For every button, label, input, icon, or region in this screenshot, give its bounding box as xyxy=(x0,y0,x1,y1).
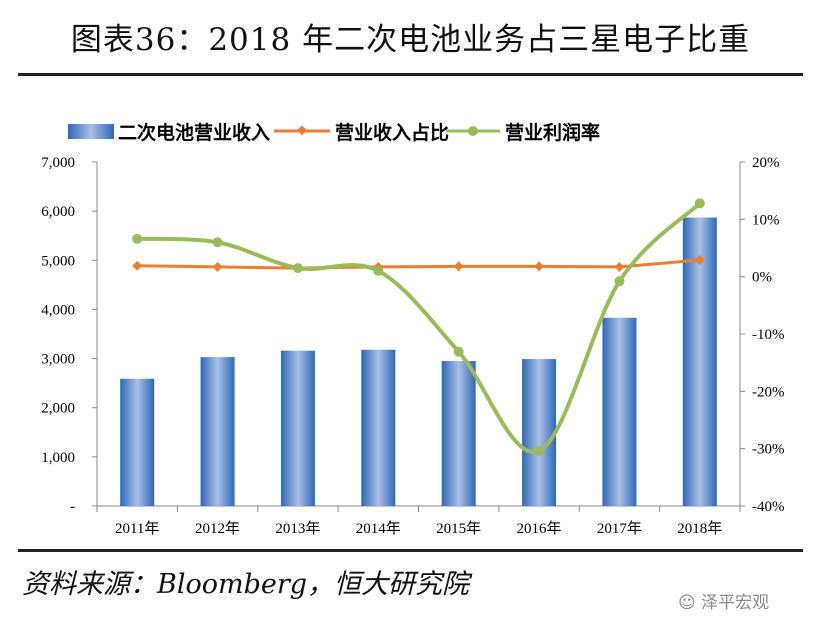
left-tick-label: 6,000 xyxy=(41,204,75,220)
left-tick-label: 5,000 xyxy=(41,253,75,269)
point-2013年 xyxy=(292,263,303,274)
legend-label-margin: 营业利润率 xyxy=(505,121,600,144)
bar-2016年 xyxy=(522,359,557,506)
right-tick-label: -20% xyxy=(752,384,785,400)
bar-2011年 xyxy=(120,378,155,506)
x-tick-label: 2017年 xyxy=(597,520,642,537)
legend-marker-share xyxy=(297,125,307,136)
left-tick-label: 2,000 xyxy=(41,401,75,417)
right-tick-label: -30% xyxy=(752,442,785,458)
x-tick-label: 2013年 xyxy=(275,520,320,537)
point-2018年 xyxy=(694,255,705,265)
right-tick-label: -40% xyxy=(752,499,785,515)
x-tick-label: 2016年 xyxy=(517,520,562,537)
point-2016年 xyxy=(534,261,545,272)
right-tick-label: 20% xyxy=(752,155,780,171)
x-tick-label: 2012年 xyxy=(195,520,240,537)
chart-title: 图表36：2018 年二次电池业务占三星电子比重 xyxy=(70,22,751,58)
legend-label-revenue: 二次电池营业收入 xyxy=(118,121,270,144)
left-tick-label: 1,000 xyxy=(41,450,75,466)
wechat-icon: ☺ xyxy=(678,593,702,613)
legend-swatch-bar xyxy=(68,124,114,139)
x-tick-label: 2014年 xyxy=(356,520,401,537)
point-2011年 xyxy=(132,233,143,244)
right-tick-label: 10% xyxy=(752,212,780,228)
right-tick-label: -10% xyxy=(752,327,785,343)
watermark-text: 泽平宏观 xyxy=(701,593,770,613)
point-2017年 xyxy=(614,276,625,287)
bar-2012年 xyxy=(200,357,235,506)
left-tick-label: 3,000 xyxy=(41,352,75,368)
right-tick-label: 0% xyxy=(752,270,772,286)
x-tick-label: 2011年 xyxy=(115,520,159,537)
legend-label-share: 营业收入占比 xyxy=(335,121,449,144)
point-2015年 xyxy=(453,346,464,357)
x-tick-label: 2015年 xyxy=(436,520,481,537)
bar-2018年 xyxy=(682,217,717,506)
source-note: 资料来源：Bloomberg，恒大研究院 xyxy=(22,569,470,600)
watermark: ☺ 泽平宏观 xyxy=(678,588,769,613)
bar-2013年 xyxy=(280,350,315,506)
legend-marker-margin xyxy=(468,126,478,136)
line-series-1 xyxy=(137,258,700,270)
point-2018年 xyxy=(694,198,705,209)
bar-2015年 xyxy=(441,361,476,506)
point-2015年 xyxy=(453,261,464,272)
left-tick-label: 4,000 xyxy=(41,302,75,318)
point-2012年 xyxy=(212,261,223,272)
bar-2014年 xyxy=(361,349,396,506)
bar-2017年 xyxy=(602,317,637,506)
left-tick-label: 7,000 xyxy=(41,155,75,171)
bottom-rule xyxy=(18,549,803,552)
left-tick-label: - xyxy=(70,499,75,515)
point-2011年 xyxy=(132,260,143,271)
point-2012年 xyxy=(212,237,223,248)
point-2017年 xyxy=(614,261,625,272)
top-rule xyxy=(18,73,803,76)
x-tick-label: 2018年 xyxy=(677,520,722,537)
line-series-2 xyxy=(137,201,702,455)
point-2016年 xyxy=(534,445,545,456)
point-2014年 xyxy=(373,265,384,276)
